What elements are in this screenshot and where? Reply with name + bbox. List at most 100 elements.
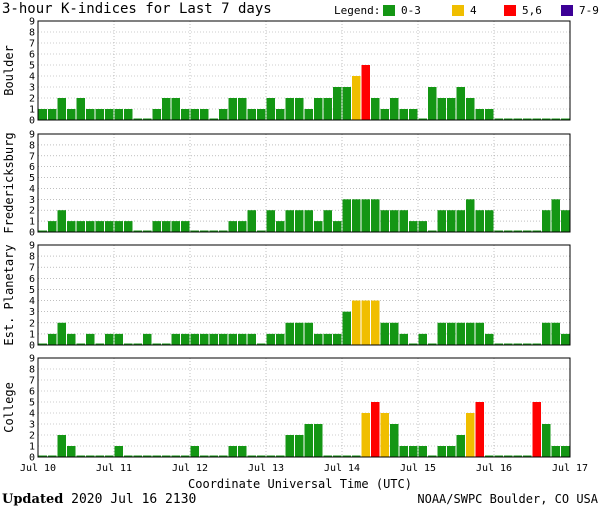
k-index-bar xyxy=(171,221,180,232)
k-index-bar xyxy=(513,118,522,120)
k-index-bar xyxy=(437,446,446,457)
y-tick-label: 5 xyxy=(29,285,35,296)
k-index-bar xyxy=(257,230,266,232)
k-index-bar xyxy=(190,333,199,345)
k-index-bar xyxy=(285,98,294,120)
k-index-bar xyxy=(143,455,152,457)
k-index-bar xyxy=(219,230,228,232)
k-index-bar xyxy=(542,210,551,232)
k-index-bar xyxy=(323,210,332,232)
k-index-bar xyxy=(57,210,66,232)
x-tick-label: Jul 12 xyxy=(172,463,208,474)
k-index-bar xyxy=(513,455,522,457)
y-tick-label: 8 xyxy=(29,140,35,151)
updated-timestamp: Updated 2020 Jul 16 2130 xyxy=(2,492,196,507)
k-index-bar xyxy=(494,343,503,345)
k-index-bar xyxy=(361,199,370,232)
k-index-bar xyxy=(86,109,95,120)
k-index-bar xyxy=(295,98,304,120)
x-tick-label: Jul 11 xyxy=(96,463,132,474)
k-index-bar xyxy=(38,455,47,457)
k-index-bar xyxy=(523,455,532,457)
y-tick-label: 6 xyxy=(29,50,35,61)
k-index-bar xyxy=(57,435,66,457)
legend-swatch-7-9 xyxy=(561,5,573,16)
y-tick-label: 0 xyxy=(29,341,35,352)
k-index-bar xyxy=(266,98,275,120)
k-index-bar xyxy=(257,109,266,120)
k-index-bar xyxy=(124,109,133,120)
y-tick-label: 6 xyxy=(29,387,35,398)
k-index-chart: 0123456789Boulder0123456789Fredericksbur… xyxy=(2,17,588,475)
k-index-bar xyxy=(323,98,332,120)
y-tick-label: 2 xyxy=(29,94,35,105)
x-tick-label: Jul 14 xyxy=(324,463,360,474)
k-index-bar xyxy=(437,98,446,120)
updated-label: Updated xyxy=(2,492,64,507)
k-index-bar xyxy=(504,118,513,120)
k-index-bar xyxy=(371,199,380,232)
k-index-bar xyxy=(399,446,408,457)
k-index-bar xyxy=(352,199,361,232)
k-index-bar xyxy=(67,446,76,457)
k-index-bar xyxy=(295,435,304,457)
k-index-bar xyxy=(247,109,256,120)
k-index-bar xyxy=(485,210,494,232)
k-index-bar xyxy=(485,333,494,345)
k-index-bar xyxy=(152,343,161,345)
k-index-bar xyxy=(38,230,47,232)
k-index-bar xyxy=(162,343,171,345)
k-index-bar xyxy=(219,109,228,120)
k-index-bar xyxy=(532,118,541,120)
k-index-bar xyxy=(456,210,465,232)
k-index-bar xyxy=(247,333,256,345)
legend-swatch-0-3 xyxy=(383,5,395,16)
k-index-bar xyxy=(238,446,247,457)
k-index-bar xyxy=(209,230,218,232)
k-index-bar xyxy=(561,210,570,232)
k-index-bar xyxy=(447,322,456,345)
k-index-bar xyxy=(105,333,114,345)
k-index-bar xyxy=(200,455,209,457)
k-index-bar xyxy=(475,210,484,232)
k-index-bar xyxy=(333,87,342,120)
k-index-bar xyxy=(181,109,190,120)
station-label: Fredericksburg xyxy=(2,132,16,233)
k-index-bar xyxy=(532,343,541,345)
k-index-bar xyxy=(181,333,190,345)
y-tick-label: 3 xyxy=(29,195,35,206)
k-index-bar xyxy=(76,221,85,232)
y-tick-label: 8 xyxy=(29,28,35,39)
k-index-bar xyxy=(238,98,247,120)
k-index-bar xyxy=(485,455,494,457)
k-index-bar xyxy=(238,221,247,232)
k-index-bar xyxy=(162,455,171,457)
y-tick-label: 7 xyxy=(29,151,35,162)
k-index-bar xyxy=(342,199,351,232)
panel-frame xyxy=(37,244,571,346)
legend-item-5-6: 5,6 xyxy=(504,4,542,17)
k-index-bar xyxy=(542,118,551,120)
k-index-bar xyxy=(390,210,399,232)
k-index-bar xyxy=(276,455,285,457)
k-index-bar xyxy=(314,98,323,120)
y-tick-label: 0 xyxy=(29,453,35,464)
k-index-bar xyxy=(67,333,76,345)
k-index-bar xyxy=(133,455,142,457)
k-index-bar xyxy=(124,221,133,232)
y-tick-label: 4 xyxy=(29,409,35,420)
y-tick-label: 0 xyxy=(29,116,35,127)
k-index-bar xyxy=(171,98,180,120)
k-index-bar xyxy=(409,343,418,345)
k-index-bar xyxy=(475,109,484,120)
k-index-bar xyxy=(551,446,560,457)
x-tick-label: Jul 15 xyxy=(400,463,436,474)
k-index-bar xyxy=(380,109,389,120)
x-tick-label: Jul 17 xyxy=(552,463,588,474)
y-tick-label: 7 xyxy=(29,263,35,274)
k-index-bar xyxy=(371,300,380,345)
k-index-bar xyxy=(38,109,47,120)
k-index-bar xyxy=(209,118,218,120)
y-tick-label: 7 xyxy=(29,39,35,50)
k-index-bar xyxy=(523,230,532,232)
